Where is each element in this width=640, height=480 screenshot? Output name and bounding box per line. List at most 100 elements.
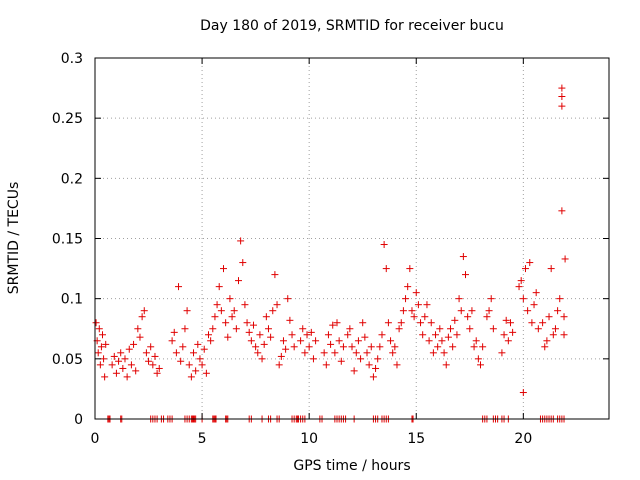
y-tick-label: 0.1: [61, 292, 83, 308]
data-point: [558, 93, 566, 101]
data-point: [262, 313, 270, 321]
data-point: [498, 349, 506, 357]
data-point: [149, 361, 157, 369]
data-point: [423, 301, 431, 309]
data-point: [102, 340, 110, 348]
data-point: [455, 295, 463, 303]
data-point: [284, 295, 292, 303]
axis-ticks: 0 5 10 15 20 0 0.05 0.1 0.15 0.2 0.25 0.3: [52, 51, 609, 447]
data-point: [220, 265, 227, 273]
data-point: [92, 319, 100, 327]
data-point: [213, 301, 221, 309]
data-point: [541, 343, 549, 351]
data-point: [387, 337, 395, 345]
data-point: [320, 349, 328, 357]
y-tick-label: 0: [74, 412, 83, 428]
data-point: [239, 259, 247, 267]
data-point: [558, 84, 566, 92]
data-point: [327, 340, 335, 348]
data-point: [346, 325, 354, 333]
data-point: [519, 389, 527, 397]
data-point: [410, 313, 418, 321]
data-point: [549, 331, 557, 339]
data-point: [515, 283, 523, 291]
data-point: [108, 361, 116, 369]
data-point: [224, 333, 232, 341]
data-point: [479, 343, 487, 351]
data-point: [196, 355, 204, 363]
data-point: [391, 343, 399, 351]
x-tick-label: 5: [198, 431, 207, 447]
data-point: [348, 343, 356, 351]
data-point: [500, 331, 508, 339]
data-point: [273, 301, 281, 309]
data-point: [100, 355, 108, 363]
data-point: [361, 333, 369, 341]
data-point: [138, 313, 146, 321]
data-point: [506, 319, 514, 327]
data-point: [267, 333, 275, 341]
data-point: [96, 361, 104, 369]
data-point: [123, 373, 131, 381]
data-point: [425, 337, 433, 345]
data-point: [175, 283, 183, 291]
data-point: [247, 337, 255, 345]
data-point: [382, 265, 390, 273]
data-point: [502, 316, 510, 324]
data-point: [279, 337, 287, 345]
data-point: [372, 364, 380, 372]
data-point: [395, 325, 403, 333]
data-point: [547, 265, 555, 273]
data-point: [260, 340, 268, 348]
data-point: [436, 325, 444, 333]
data-point: [558, 102, 566, 110]
data-point: [528, 319, 536, 327]
data-point: [504, 337, 512, 345]
data-point: [419, 331, 427, 339]
data-point: [117, 349, 125, 357]
data-point: [264, 325, 272, 333]
data-point: [312, 337, 320, 345]
data-point: [365, 361, 373, 369]
data-point: [421, 313, 429, 321]
data-point: [545, 313, 553, 321]
data-point: [183, 307, 191, 315]
data-point: [561, 255, 569, 263]
data-point: [205, 331, 213, 339]
data-point: [112, 369, 120, 377]
data-point: [551, 325, 559, 333]
data-point: [532, 289, 540, 297]
x-tick-label: 20: [514, 431, 532, 447]
data-point: [101, 373, 109, 381]
data-point: [524, 307, 532, 315]
data-point: [444, 333, 452, 341]
data-point: [509, 328, 517, 336]
data-point: [252, 343, 260, 351]
data-point: [322, 361, 330, 369]
data-point: [464, 313, 472, 321]
y-tick-label: 0.05: [52, 352, 83, 368]
data-point: [170, 328, 178, 336]
data-point: [230, 307, 238, 315]
data-point: [440, 349, 448, 357]
data-point: [185, 361, 193, 369]
data-point: [556, 295, 564, 303]
data-point: [254, 349, 262, 357]
data-point: [474, 355, 482, 363]
data-point: [241, 301, 249, 309]
data-point: [408, 307, 416, 315]
data-point: [359, 319, 367, 327]
data-point: [324, 331, 332, 339]
data-point: [487, 295, 495, 303]
data-point: [543, 337, 551, 345]
data-point: [132, 367, 140, 375]
y-tick-label: 0.2: [61, 171, 83, 187]
data-point: [402, 295, 410, 303]
data-point: [269, 307, 277, 315]
data-point: [462, 271, 470, 279]
data-point: [399, 307, 407, 315]
chart-title: Day 180 of 2019, SRMTID for receiver buc…: [200, 18, 504, 34]
data-point: [453, 331, 461, 339]
data-point: [155, 364, 163, 372]
data-point: [429, 349, 437, 357]
